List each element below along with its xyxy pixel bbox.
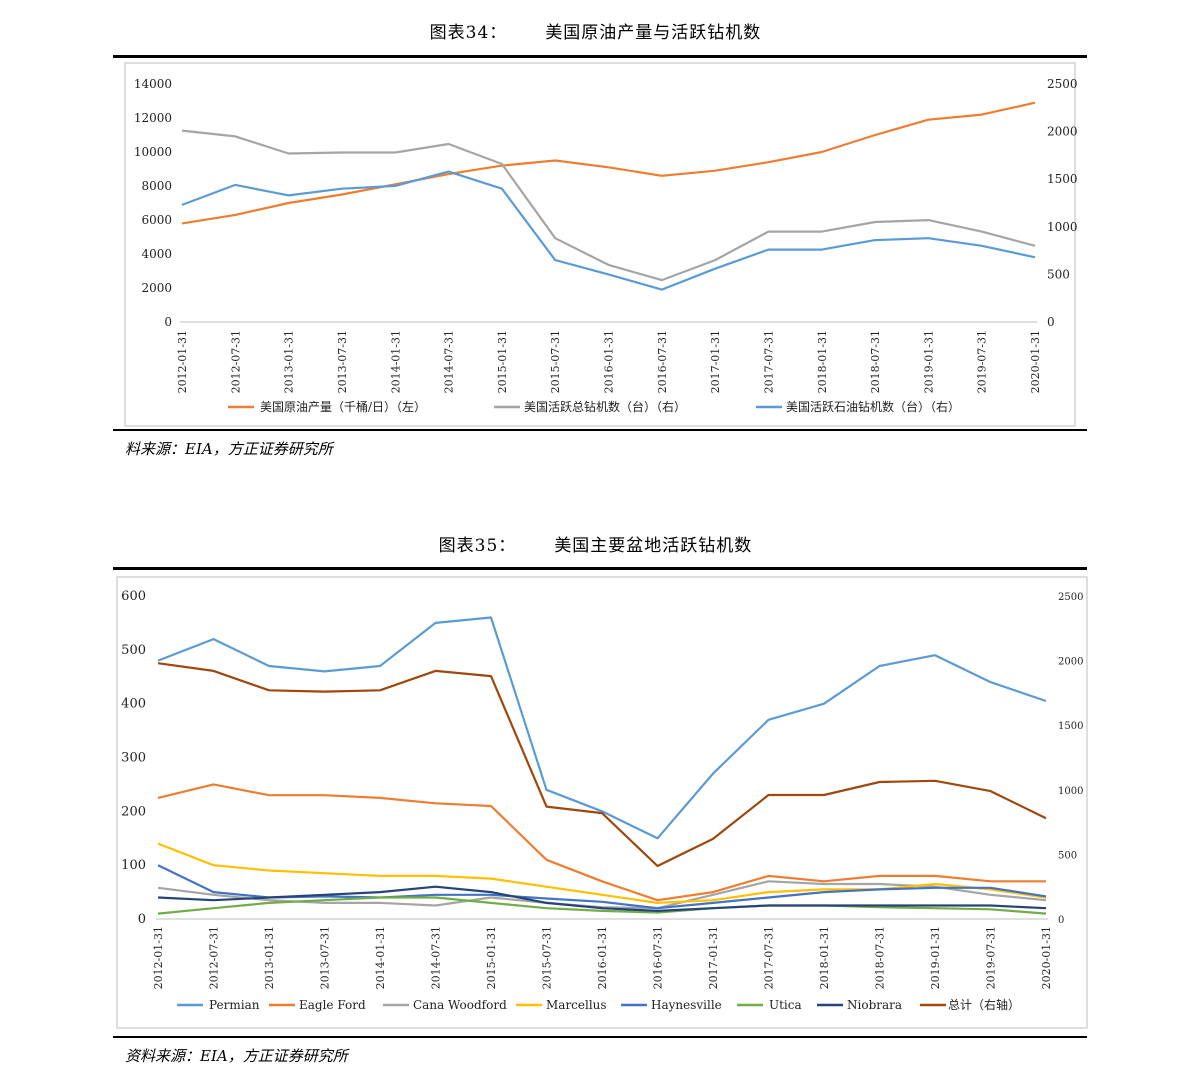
left-axis-tick-label: 14000 [134,77,172,91]
figure2-source: 资料来源：EIA，方正证券研究所 [125,1047,348,1065]
x-axis-tick-label: 2015-07-31 [549,330,562,393]
x-axis-tick-label: 2013-07-31 [336,330,349,393]
x-axis-tick-label: 2017-07-31 [762,330,775,393]
legend-label: Eagle Ford [299,998,366,1012]
left-axis-tick-label: 12000 [134,111,172,125]
series-line-6 [157,896,1047,915]
figure1-label: 图表34： [429,23,508,43]
left-axis-tick-label: 0 [164,315,172,329]
right-axis-tick-label: 0 [1058,915,1064,926]
right-axis-tick-label: 1000 [1058,786,1083,797]
legend-label: Niobrara [847,998,902,1012]
left-axis-tick-label: 400 [121,697,146,712]
figure2-bottom-rule [113,1036,1087,1038]
left-axis-tick-label: 10000 [134,145,172,159]
right-axis-tick-label: 500 [1058,850,1077,861]
right-axis-tick-label: 2500 [1047,77,1078,91]
left-axis-tick-label: 500 [121,643,146,658]
left-axis-tick-label: 300 [121,751,146,766]
right-axis-tick-label: 2000 [1058,657,1083,668]
series-line-8 [157,662,1047,868]
x-axis-tick-label: 2013-01-31 [283,330,296,393]
left-axis-tick-label: 0 [138,912,146,927]
x-axis-tick-label: 2014-07-31 [430,926,443,989]
series-line-4 [157,842,1047,905]
left-axis-tick-label: 600 [121,589,146,604]
left-axis-tick-label: 200 [121,804,146,819]
legend-label: 美国活跃石油钻机数（台）（右） [786,399,960,414]
left-axis-tick-label: 100 [121,858,146,873]
x-axis-tick-label: 2012-07-31 [208,926,221,989]
chart2: 0 100 200 300 400 500 600 0 500 1000 1500 2000 2500 2… [121,589,1083,1012]
x-axis-tick-label: 2019-01-31 [929,926,942,989]
figure1-title-text: 美国原油产量与活跃钻机数 [545,23,762,43]
left-axis-tick-label: 2000 [141,281,172,295]
right-axis-tick-label: 2500 [1058,592,1083,603]
legend-label: Cana Woodford [413,998,507,1012]
right-axis-tick-label: 500 [1047,267,1070,281]
x-axis-tick-label: 2016-01-31 [596,926,609,989]
x-axis-tick-label: 2017-01-31 [709,330,722,393]
legend-label: Haynesville [651,998,722,1012]
right-axis-tick-label: 1500 [1058,721,1083,732]
figure2-label: 图表35： [438,536,517,556]
x-axis-tick-label: 2015-07-31 [541,926,554,989]
figure2-title-text: 美国主要盆地活跃钻机数 [554,536,753,556]
series-line-7 [157,885,1047,913]
series-line-2 [157,783,1046,902]
series-line-2 [181,129,1036,282]
chart2-frame [116,576,1088,1029]
legend-label: 美国活跃总钻机数（台）（右） [524,399,686,414]
figure2-top-rule [113,567,1087,570]
x-axis-tick-label: 2015-01-31 [485,926,498,989]
x-axis-tick-label: 2013-07-31 [319,926,332,989]
x-axis-tick-label: 2012-07-31 [229,330,242,393]
left-axis-tick-label: 6000 [141,213,172,227]
legend-label: 美国原油产量（千桶/日）（左） [260,399,426,414]
series-line-3 [181,170,1036,291]
figure2-title: 图表35： 美国主要盆地活跃钻机数 [0,531,1191,556]
right-axis-tick-label: 0 [1047,315,1055,329]
chart1: 0 2000 4000 6000 8000 10000 12000 14000 0 500 1000… [134,77,1078,414]
x-axis-tick-label: 2013-01-31 [263,926,276,989]
legend-label: Marcellus [546,998,607,1012]
figure1-source: 料来源：EIA，方正证券研究所 [125,440,333,458]
right-axis-tick-label: 1500 [1047,172,1078,186]
figure1-title: 图表34： 美国原油产量与活跃钻机数 [0,18,1191,43]
x-axis-tick-label: 2014-01-31 [389,330,402,393]
x-axis-tick-label: 2018-07-31 [874,926,887,989]
x-axis-tick-label: 2014-01-31 [374,926,387,989]
x-axis-tick-label: 2019-07-31 [976,330,989,393]
x-axis-tick-label: 2017-01-31 [707,926,720,989]
x-axis-tick-label: 2015-01-31 [496,330,509,393]
left-axis-tick-label: 4000 [141,247,172,261]
x-axis-tick-label: 2019-07-31 [985,926,998,989]
legend-label: 总计（右轴） [948,997,1020,1012]
x-axis-tick-label: 2012-01-31 [176,330,189,393]
x-axis-tick-label: 2018-01-31 [818,926,831,989]
legend-label: Utica [769,998,802,1012]
x-axis-tick-label: 2017-07-31 [763,926,776,989]
right-axis-tick-label: 1000 [1047,220,1078,234]
x-axis-tick-label: 2020-01-31 [1040,926,1053,989]
x-axis-tick-label: 2016-07-31 [656,330,669,393]
x-axis-tick-label: 2020-01-31 [1029,330,1042,393]
x-axis-tick-label: 2016-01-31 [603,330,616,393]
figure1-bottom-rule [113,429,1087,431]
right-axis-tick-label: 2000 [1047,125,1078,139]
figure1-top-rule [113,55,1087,58]
x-axis-tick-label: 2012-01-31 [152,926,165,989]
series-line-1 [157,616,1047,840]
x-axis-tick-label: 2016-07-31 [652,926,665,989]
x-axis-tick-label: 2014-07-31 [443,330,456,393]
x-axis-tick-label: 2019-01-31 [922,330,935,393]
x-axis-tick-label: 2018-07-31 [869,330,882,393]
legend-label: Permian [209,998,260,1012]
series-line-1 [181,101,1036,225]
chart1-frame [124,62,1076,427]
x-axis-tick-label: 2018-01-31 [816,330,829,393]
left-axis-tick-label: 8000 [141,179,172,193]
